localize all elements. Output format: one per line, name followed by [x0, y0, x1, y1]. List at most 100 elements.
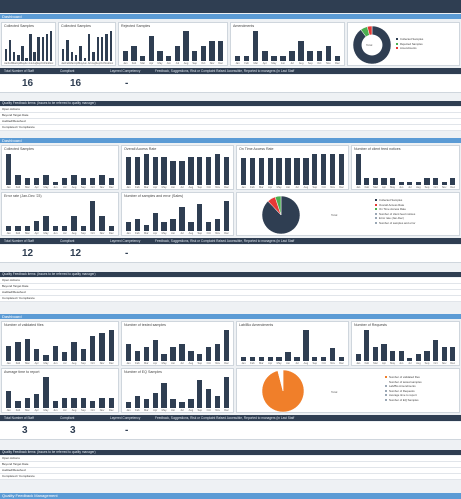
bar	[183, 31, 189, 61]
month-label: May	[43, 232, 49, 235]
bar	[161, 383, 167, 408]
bar	[390, 178, 396, 185]
bar	[5, 154, 12, 185]
month-label: Mar	[25, 186, 30, 189]
month-label: Mar	[373, 186, 378, 189]
month-label: Jul	[180, 186, 184, 189]
month-label: Feb	[15, 186, 21, 189]
bar	[179, 207, 185, 231]
month-label: Feb	[244, 62, 249, 65]
bar	[125, 401, 132, 408]
bar-area	[124, 376, 231, 408]
month-label: Sep	[197, 362, 203, 365]
month-label: Feb	[250, 186, 255, 189]
month-label: Dec	[224, 232, 229, 235]
bar	[5, 390, 12, 408]
bar	[338, 356, 345, 361]
month-label: Jan	[235, 62, 240, 65]
bar	[29, 34, 32, 61]
month-label: Nov	[215, 232, 220, 235]
bar	[240, 157, 247, 185]
chart-panel: Number of validated files Jan Feb Mar Apr Ma…	[1, 321, 119, 366]
chart-panel: Collected Samples Jan Feb Mar Apr May Jun Jul A…	[1, 22, 56, 66]
bar	[143, 398, 149, 408]
legend-item: Average time to report	[385, 393, 422, 398]
month-labels: Jan Feb Mar Apr May Jun Jul Aug Sep Oct Nov Dec	[121, 61, 225, 65]
bar	[307, 51, 313, 61]
month-label: Feb	[135, 186, 140, 189]
bar	[267, 356, 273, 361]
month-label: Feb	[131, 62, 137, 65]
month-label: Sep	[312, 186, 318, 189]
month-labels: Jan Feb Mar Apr May Jun Jul Aug Sep Oct Nov Dec	[4, 361, 116, 365]
month-label: Dec	[109, 409, 114, 412]
bar-area	[4, 329, 116, 361]
bar	[152, 213, 158, 231]
bar	[161, 222, 167, 231]
big-numbers: 12 12 -	[0, 245, 461, 263]
bar	[206, 389, 212, 408]
bar	[329, 347, 336, 361]
chart-panel: Number of client feed notices Jan Feb Mar A…	[351, 145, 460, 190]
month-label: Jun	[53, 362, 58, 365]
bar	[33, 178, 40, 185]
month-label: Jun	[53, 232, 58, 235]
bar	[143, 347, 149, 361]
bar	[80, 226, 87, 231]
chart-title: Number of tested samples	[124, 323, 166, 327]
bar	[252, 31, 259, 61]
staff-count: 12	[22, 248, 34, 259]
quality-row-label: Audited/Resolved	[2, 468, 26, 472]
bar	[285, 157, 291, 185]
month-label: Dec	[339, 362, 344, 365]
month-label: Nov	[104, 62, 109, 65]
month-label: Oct	[433, 186, 438, 189]
bar	[161, 354, 167, 361]
month-labels: Jan Feb Mar Apr May Jun Jul Aug Sep Oct Nov Dec	[354, 361, 457, 365]
month-label: Mar	[140, 62, 145, 65]
bar	[125, 222, 132, 231]
month-label: May	[390, 362, 396, 365]
bar	[108, 397, 115, 408]
quality-rows: Open Actions Beyond Target Date Audited/Re…	[0, 278, 461, 302]
bar	[381, 343, 387, 361]
bar	[192, 51, 198, 61]
month-label: Jun	[285, 362, 291, 365]
bar	[125, 343, 132, 361]
month-label: Oct	[206, 362, 211, 365]
bar	[131, 46, 137, 61]
chart-panel: Collected Samples Jan Feb Mar Apr May Jun Jul A…	[1, 145, 119, 190]
bar	[218, 41, 224, 61]
month-label: Feb	[135, 232, 140, 235]
legend-item: Number of tested samples	[385, 380, 422, 385]
month-label: Feb	[135, 362, 140, 365]
month-label: Aug	[91, 62, 96, 65]
bar	[364, 178, 370, 185]
month-label: Apr	[382, 186, 387, 189]
month-label: Mar	[259, 186, 264, 189]
month-label: Mar	[69, 62, 75, 65]
bar	[334, 56, 341, 61]
bar	[80, 348, 87, 361]
chart-title: Number of client feed notices	[354, 147, 401, 151]
month-label: Nov	[99, 186, 105, 189]
month-labels: Jan Feb Mar Apr May Jun Jul Aug Sep Oct Nov Dec	[4, 185, 116, 189]
bar	[214, 343, 221, 361]
bar	[364, 330, 370, 361]
month-label: Feb	[15, 362, 21, 365]
bar-area	[4, 376, 116, 408]
bar	[15, 401, 21, 408]
bar	[71, 397, 77, 408]
bar	[87, 34, 91, 61]
bar	[197, 157, 203, 185]
bar	[99, 174, 105, 185]
bar	[21, 46, 24, 61]
month-label: Apr	[262, 62, 267, 65]
chart-title: Average time to report	[4, 370, 40, 374]
pie-panel: Total Collected Samples Rejected Samples A…	[347, 22, 460, 66]
bar-area	[4, 200, 116, 231]
bar	[432, 340, 439, 361]
month-label: Jun	[53, 409, 58, 412]
month-label: Mar	[253, 62, 258, 65]
month-label: Feb	[364, 362, 370, 365]
